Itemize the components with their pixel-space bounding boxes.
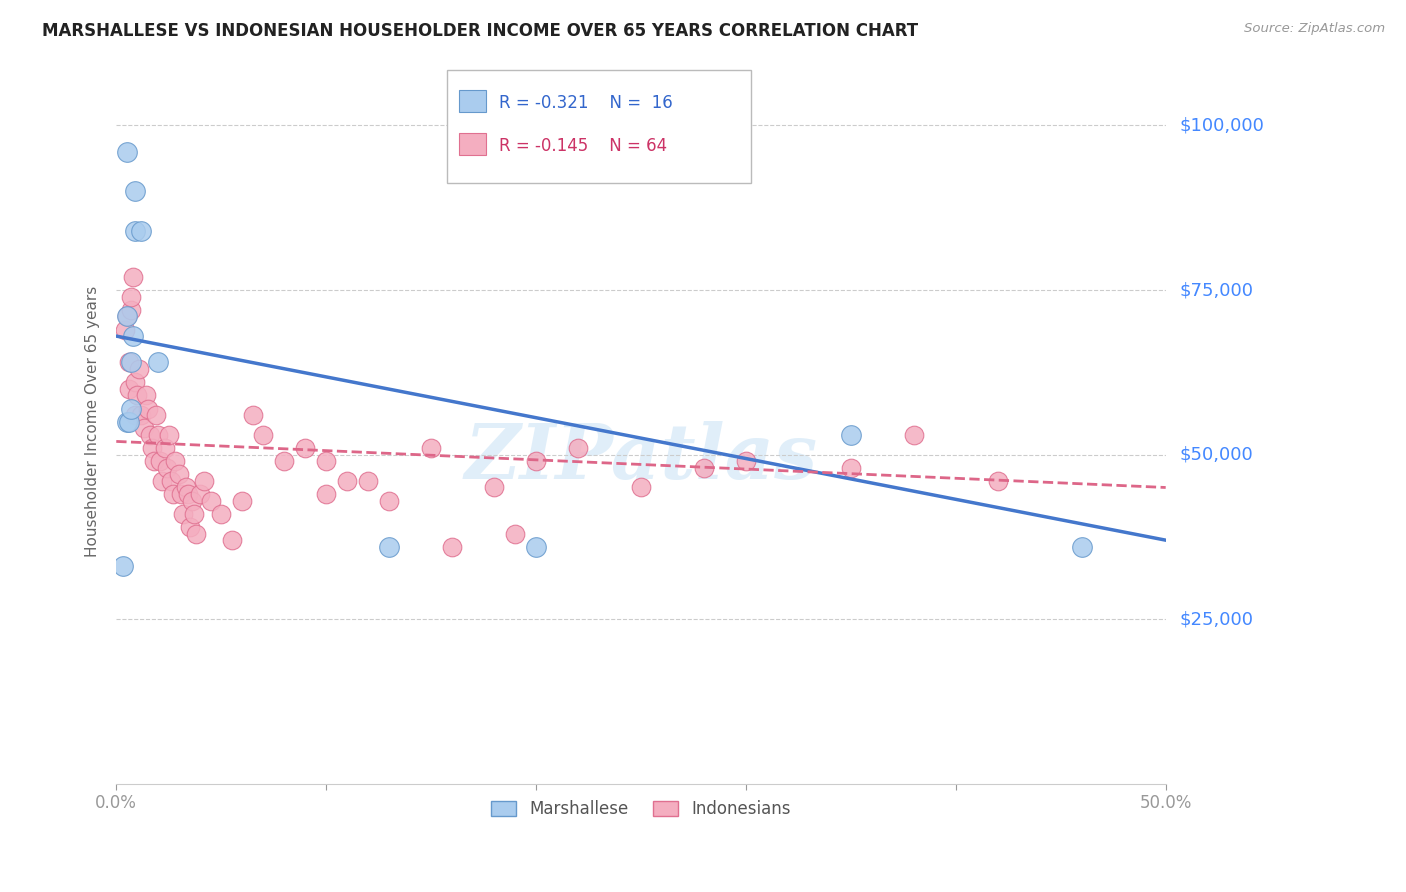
Point — [163, 454, 186, 468]
Point — [170, 487, 193, 501]
Point — [118, 382, 141, 396]
Point — [148, 427, 170, 442]
Point — [839, 427, 862, 442]
Point — [139, 427, 162, 442]
Point — [357, 474, 380, 488]
Point — [315, 454, 337, 468]
FancyBboxPatch shape — [460, 90, 485, 112]
Point — [120, 401, 142, 416]
Point — [221, 533, 243, 548]
Point — [176, 487, 198, 501]
Point — [124, 224, 146, 238]
Y-axis label: Householder Income Over 65 years: Householder Income Over 65 years — [86, 286, 100, 558]
Point — [693, 460, 716, 475]
Point — [115, 415, 138, 429]
Point — [120, 289, 142, 303]
Point — [172, 507, 194, 521]
Point — [524, 454, 547, 468]
Point — [115, 310, 138, 324]
Point — [420, 441, 443, 455]
Point — [987, 474, 1010, 488]
Point — [167, 467, 190, 482]
Point — [378, 540, 401, 554]
Point — [127, 388, 149, 402]
Point — [184, 526, 207, 541]
Point — [131, 408, 153, 422]
Point — [115, 145, 138, 159]
Point — [839, 460, 862, 475]
Point — [120, 302, 142, 317]
Point — [336, 474, 359, 488]
Point — [149, 454, 172, 468]
Point — [148, 355, 170, 369]
Point — [122, 269, 145, 284]
Point — [231, 493, 253, 508]
Point — [136, 401, 159, 416]
Point — [183, 507, 205, 521]
Text: $25,000: $25,000 — [1180, 610, 1254, 628]
Point — [378, 493, 401, 508]
Point — [124, 184, 146, 198]
Text: R = -0.321    N =  16: R = -0.321 N = 16 — [499, 94, 673, 112]
Point — [143, 454, 166, 468]
Point — [180, 493, 202, 508]
Point — [156, 460, 179, 475]
Point — [135, 388, 157, 402]
Point — [115, 310, 138, 324]
Point — [294, 441, 316, 455]
Text: ZIPatlas: ZIPatlas — [464, 421, 817, 495]
Point — [209, 507, 232, 521]
Text: MARSHALLESE VS INDONESIAN HOUSEHOLDER INCOME OVER 65 YEARS CORRELATION CHART: MARSHALLESE VS INDONESIAN HOUSEHOLDER IN… — [42, 22, 918, 40]
Text: $100,000: $100,000 — [1180, 117, 1264, 135]
Point — [153, 441, 176, 455]
Point — [114, 322, 136, 336]
Point — [111, 559, 134, 574]
Point — [122, 329, 145, 343]
Point — [503, 526, 526, 541]
Point — [131, 224, 153, 238]
Point — [273, 454, 295, 468]
Point — [200, 493, 222, 508]
Point — [124, 375, 146, 389]
Point — [188, 487, 211, 501]
Text: R = -0.145    N = 64: R = -0.145 N = 64 — [499, 137, 668, 155]
FancyBboxPatch shape — [460, 134, 485, 155]
Point — [1070, 540, 1092, 554]
Point — [141, 441, 163, 455]
Point — [567, 441, 589, 455]
Legend: Marshallese, Indonesians: Marshallese, Indonesians — [482, 791, 800, 826]
Text: $50,000: $50,000 — [1180, 446, 1253, 464]
Point — [128, 362, 150, 376]
Point — [315, 487, 337, 501]
Point — [179, 520, 201, 534]
Point — [735, 454, 758, 468]
Point — [118, 415, 141, 429]
Point — [152, 474, 174, 488]
Point — [160, 474, 183, 488]
Text: Source: ZipAtlas.com: Source: ZipAtlas.com — [1244, 22, 1385, 36]
Text: $75,000: $75,000 — [1180, 281, 1254, 299]
Point — [145, 408, 167, 422]
Point — [132, 421, 155, 435]
Point — [441, 540, 464, 554]
Point — [193, 474, 215, 488]
Point — [120, 355, 142, 369]
Point — [124, 408, 146, 422]
Point — [630, 481, 652, 495]
Point — [903, 427, 925, 442]
Point — [157, 427, 180, 442]
Point — [524, 540, 547, 554]
Point — [242, 408, 264, 422]
Point — [482, 481, 505, 495]
Point — [252, 427, 274, 442]
Point — [118, 355, 141, 369]
FancyBboxPatch shape — [447, 70, 751, 183]
Point — [174, 481, 197, 495]
Point — [162, 487, 184, 501]
